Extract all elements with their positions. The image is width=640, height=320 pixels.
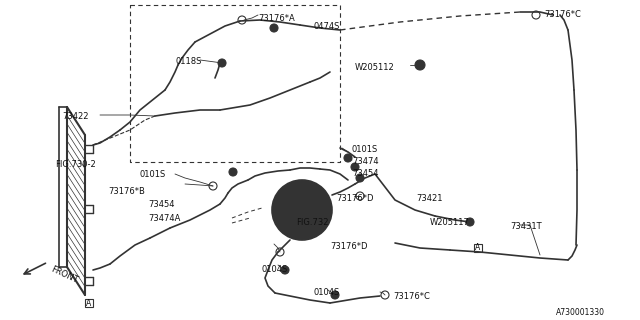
Circle shape bbox=[358, 177, 362, 180]
Text: FRONT: FRONT bbox=[49, 265, 79, 285]
Circle shape bbox=[270, 24, 278, 32]
Text: 73454: 73454 bbox=[148, 200, 175, 209]
Circle shape bbox=[280, 188, 324, 232]
Text: A: A bbox=[476, 244, 481, 252]
Circle shape bbox=[353, 165, 356, 169]
Circle shape bbox=[346, 156, 349, 159]
Text: 0104S: 0104S bbox=[314, 288, 340, 297]
Text: FIG.732: FIG.732 bbox=[296, 218, 328, 227]
Text: W205112: W205112 bbox=[355, 63, 395, 72]
Circle shape bbox=[344, 154, 352, 162]
Circle shape bbox=[333, 293, 337, 297]
Text: 73431T: 73431T bbox=[510, 222, 541, 231]
Text: 0101S: 0101S bbox=[352, 145, 378, 154]
Text: 73421: 73421 bbox=[416, 194, 442, 203]
Bar bbox=[474, 244, 482, 252]
Text: 73176*D: 73176*D bbox=[336, 194, 374, 203]
Text: 73176*D: 73176*D bbox=[330, 242, 367, 251]
Circle shape bbox=[232, 171, 234, 173]
Text: 73176*A: 73176*A bbox=[258, 14, 295, 23]
Text: FIG.730-2: FIG.730-2 bbox=[55, 160, 96, 169]
Text: A: A bbox=[86, 299, 92, 308]
Circle shape bbox=[356, 174, 364, 182]
Text: 73176*C: 73176*C bbox=[544, 10, 581, 19]
Text: 73474A: 73474A bbox=[148, 214, 180, 223]
Text: A730001330: A730001330 bbox=[556, 308, 605, 317]
Circle shape bbox=[468, 220, 472, 223]
Text: 73176*C: 73176*C bbox=[393, 292, 430, 301]
Bar bbox=[85, 299, 93, 307]
Text: 73454: 73454 bbox=[352, 169, 378, 178]
Circle shape bbox=[273, 27, 275, 29]
Text: 0104S: 0104S bbox=[262, 265, 288, 274]
Circle shape bbox=[351, 163, 359, 171]
Circle shape bbox=[466, 218, 474, 226]
Circle shape bbox=[419, 63, 422, 67]
Circle shape bbox=[281, 266, 289, 274]
Text: W205117: W205117 bbox=[430, 218, 470, 227]
Text: 0474S: 0474S bbox=[314, 22, 340, 31]
Circle shape bbox=[284, 268, 287, 271]
Text: 73422: 73422 bbox=[62, 112, 88, 121]
Circle shape bbox=[415, 60, 425, 70]
Circle shape bbox=[290, 198, 314, 222]
Text: 0101S: 0101S bbox=[140, 170, 166, 179]
Circle shape bbox=[272, 180, 332, 240]
Text: 73474: 73474 bbox=[352, 157, 379, 166]
Circle shape bbox=[221, 61, 223, 65]
Circle shape bbox=[218, 59, 226, 67]
Text: 0118S: 0118S bbox=[175, 57, 202, 66]
Circle shape bbox=[331, 291, 339, 299]
Text: 73176*B: 73176*B bbox=[108, 187, 145, 196]
Circle shape bbox=[229, 168, 237, 176]
